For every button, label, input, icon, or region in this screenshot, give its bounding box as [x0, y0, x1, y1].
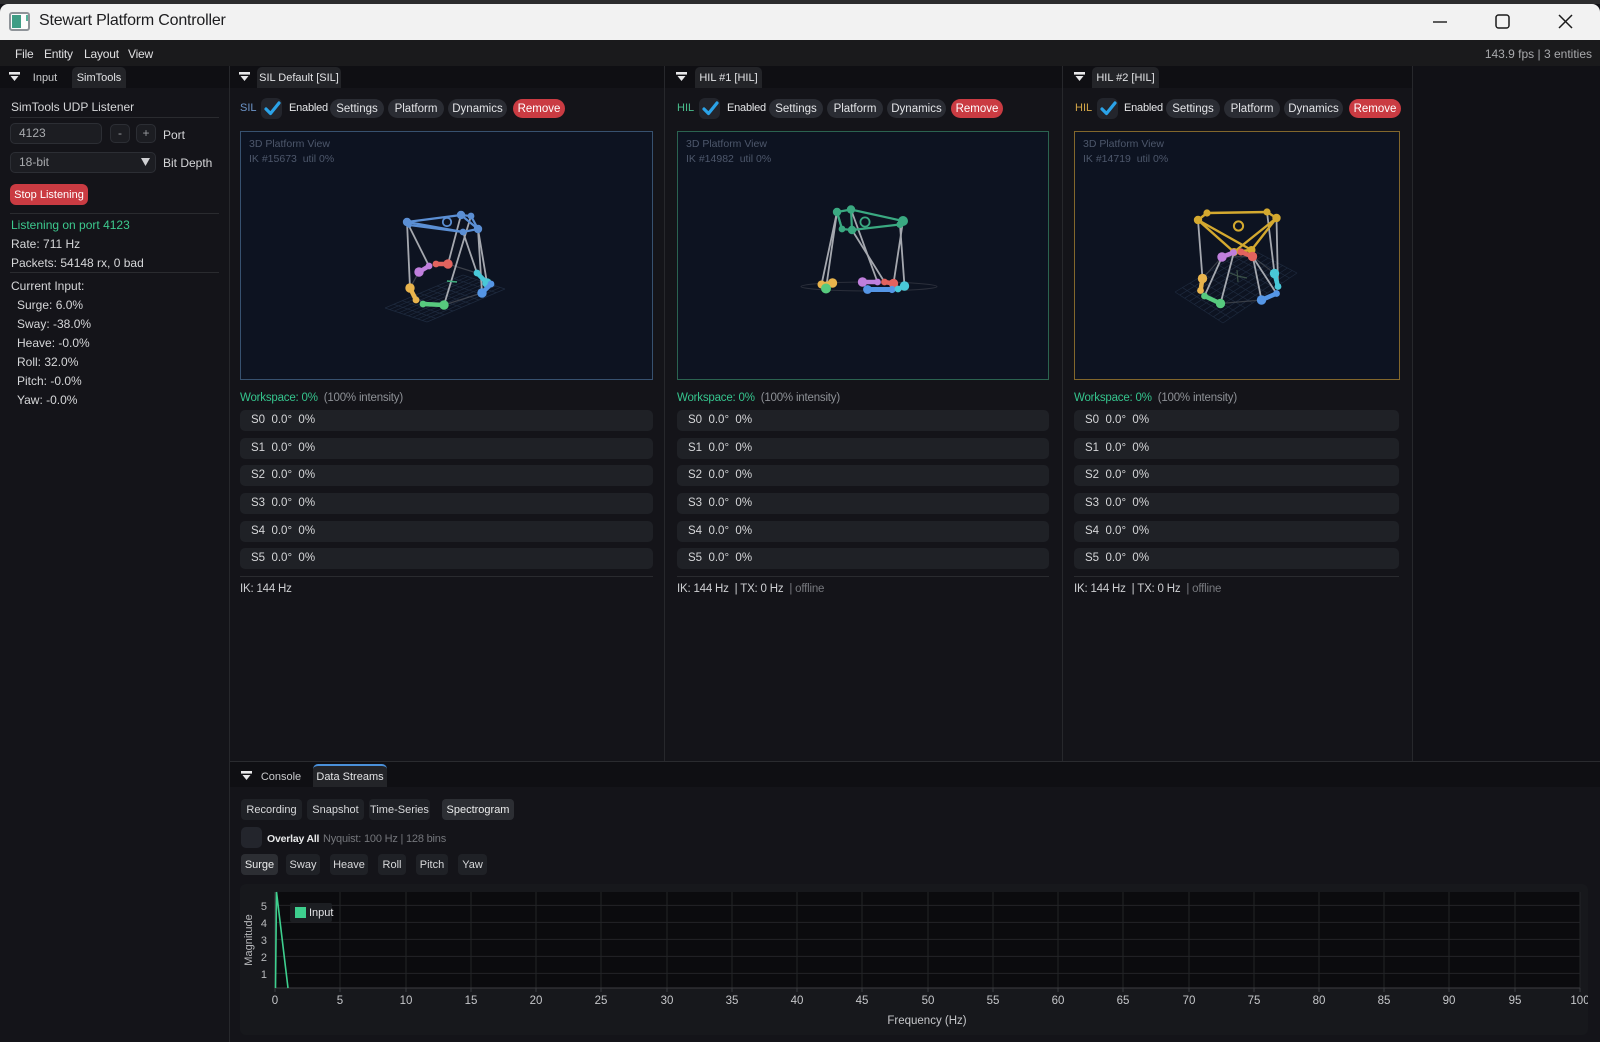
svg-text:3: 3 — [261, 935, 267, 947]
svg-text:35: 35 — [726, 995, 739, 1007]
svg-text:65: 65 — [1117, 995, 1130, 1007]
svg-text:100: 100 — [1570, 995, 1588, 1007]
svg-text:10: 10 — [400, 995, 413, 1007]
svg-text:30: 30 — [661, 995, 674, 1007]
svg-text:Magnitude: Magnitude — [243, 914, 255, 965]
svg-text:5: 5 — [337, 995, 343, 1007]
svg-text:25: 25 — [595, 995, 608, 1007]
svg-text:4: 4 — [261, 918, 267, 930]
svg-text:45: 45 — [856, 995, 869, 1007]
svg-text:Input: Input — [309, 907, 333, 919]
svg-text:1: 1 — [261, 969, 267, 981]
svg-text:80: 80 — [1313, 995, 1326, 1007]
svg-text:Frequency (Hz): Frequency (Hz) — [887, 1015, 966, 1027]
svg-text:20: 20 — [530, 995, 543, 1007]
svg-text:15: 15 — [465, 995, 478, 1007]
svg-text:0: 0 — [272, 995, 278, 1007]
svg-text:55: 55 — [987, 995, 1000, 1007]
svg-text:90: 90 — [1443, 995, 1456, 1007]
svg-text:2: 2 — [261, 952, 267, 964]
svg-text:60: 60 — [1052, 995, 1065, 1007]
svg-text:75: 75 — [1248, 995, 1261, 1007]
svg-text:5: 5 — [261, 901, 267, 913]
svg-text:70: 70 — [1183, 995, 1196, 1007]
svg-text:40: 40 — [791, 995, 804, 1007]
svg-text:50: 50 — [922, 995, 935, 1007]
svg-text:95: 95 — [1509, 995, 1522, 1007]
svg-text:85: 85 — [1378, 995, 1391, 1007]
